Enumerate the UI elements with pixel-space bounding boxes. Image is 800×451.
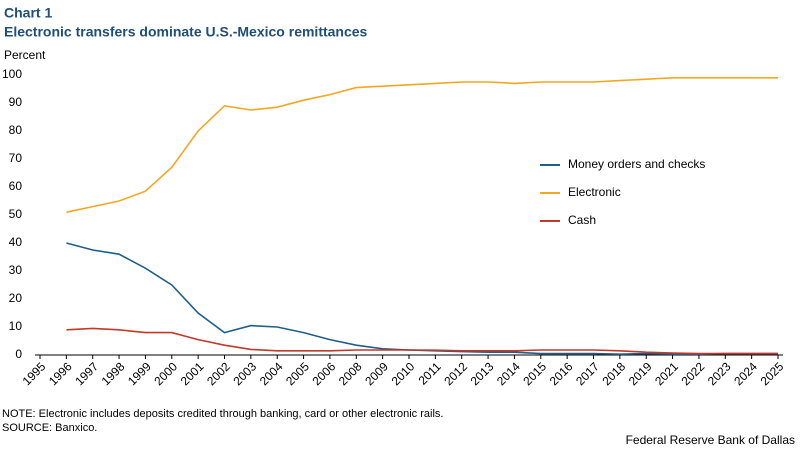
x-tick-label: 2021 [652, 359, 681, 388]
x-tick-label: 1999 [125, 359, 154, 388]
x-tick-label: 2022 [679, 359, 708, 388]
x-tick-label: 2009 [362, 359, 391, 388]
chart-label: Chart 1 [4, 5, 52, 21]
legend-label: Cash [568, 213, 596, 227]
x-tick-label: 2015 [520, 359, 549, 388]
y-tick-label: 0 [15, 347, 22, 361]
y-tick-label: 70 [9, 151, 23, 165]
series-line [66, 327, 778, 355]
series-line [66, 242, 778, 356]
y-tick-label: 30 [9, 263, 23, 277]
x-tick-label: 2005 [283, 359, 312, 388]
y-tick-label: 80 [9, 123, 23, 137]
y-tick-label: 50 [9, 207, 23, 221]
x-tick-label: 2011 [416, 359, 444, 387]
x-tick-label: 2014 [494, 359, 523, 388]
x-tick-label: 2018 [599, 359, 628, 388]
note: NOTE: Electronic includes deposits credi… [2, 408, 443, 420]
x-tick-label: 2006 [310, 359, 339, 388]
x-tick-label: 2013 [468, 359, 497, 388]
y-tick-label: 100 [2, 67, 22, 81]
y-tick-label: 10 [9, 319, 23, 333]
source: SOURCE: Banxico. [2, 422, 97, 434]
x-tick-label: 2016 [547, 359, 576, 388]
x-tick-label: 2003 [230, 359, 259, 388]
x-tick-label: 2004 [257, 359, 286, 388]
x-tick-label: 2001 [178, 359, 207, 388]
chart-title: Electronic transfers dominate U.S.-Mexic… [4, 24, 368, 40]
series-line [66, 77, 778, 213]
x-tick-label: 1997 [72, 359, 101, 388]
x-tick-label: 2000 [151, 359, 180, 388]
x-tick-label: 2024 [731, 359, 760, 388]
x-tick-label: 1998 [99, 359, 128, 388]
x-tick-label: 1996 [46, 359, 75, 388]
y-tick-label: 90 [9, 95, 23, 109]
y-tick-label: 40 [9, 235, 23, 249]
legend-label: Electronic [568, 185, 621, 199]
x-tick-label: 2017 [573, 359, 602, 388]
x-tick-label: 1995 [20, 359, 49, 388]
y-tick-label: 60 [9, 179, 23, 193]
x-tick-label: 2010 [389, 359, 418, 388]
x-tick-label: 2019 [626, 359, 655, 388]
legend-label: Money orders and checks [568, 157, 705, 171]
x-tick-label: 2025 [758, 359, 787, 388]
y-axis-label: Percent [4, 48, 46, 62]
credit: Federal Reserve Bank of Dallas [626, 433, 795, 447]
y-tick-label: 20 [9, 291, 23, 305]
x-tick-label: 2008 [336, 359, 365, 388]
x-tick-label: 2002 [204, 359, 233, 388]
x-tick-label: 2012 [441, 359, 470, 388]
x-tick-label: 2023 [705, 359, 734, 388]
